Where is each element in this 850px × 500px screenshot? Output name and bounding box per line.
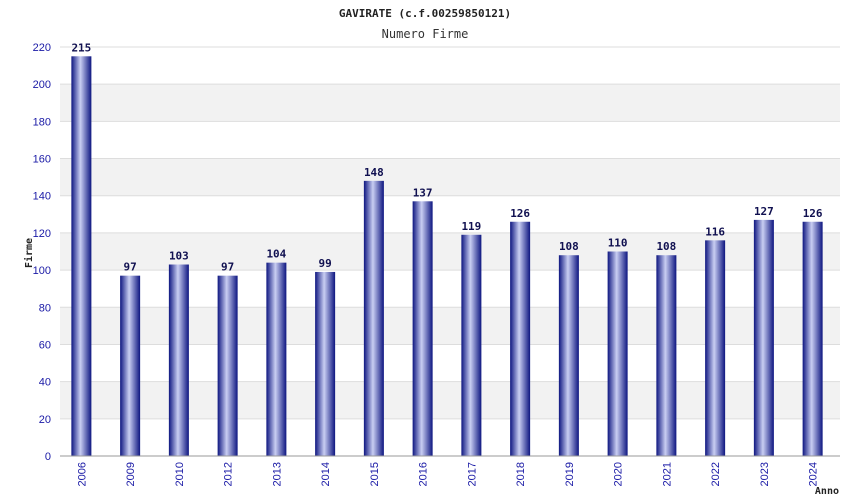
grid-band <box>60 84 840 122</box>
bar <box>266 262 287 456</box>
x-tick-label: 2024 <box>808 462 820 486</box>
value-label: 103 <box>169 250 189 263</box>
value-label: 127 <box>754 205 774 218</box>
y-tick-label: 180 <box>33 116 51 128</box>
value-label: 104 <box>266 248 286 261</box>
value-label: 215 <box>71 41 91 54</box>
x-tick-label: 2022 <box>710 462 722 486</box>
value-labels: 215 97 103 97 104 99 148 137 119 126 108 110 108 116 1… <box>71 41 822 273</box>
y-tick-label: 20 <box>39 414 51 426</box>
y-tick-label: 200 <box>33 79 51 91</box>
chart-subtitle: Numero Firme <box>382 27 469 41</box>
x-tick-label: 2017 <box>466 462 478 486</box>
value-label: 137 <box>413 186 433 199</box>
x-axis-ticks: 2006 2009 2010 2012 2013 2014 2015 2016 2017 2018… <box>76 462 819 486</box>
x-tick-label: 2016 <box>418 462 430 486</box>
y-tick-label: 100 <box>33 265 51 277</box>
x-tick-label: 2023 <box>759 462 771 486</box>
value-label: 126 <box>510 207 530 220</box>
x-tick-label: 2009 <box>125 462 137 486</box>
bar <box>412 201 433 456</box>
y-axis-label: Firme <box>23 238 35 268</box>
value-label: 97 <box>221 261 234 274</box>
y-tick-label: 60 <box>39 339 51 351</box>
x-tick-label: 2019 <box>564 462 576 486</box>
x-tick-label: 2021 <box>661 462 673 486</box>
x-tick-label: 2013 <box>271 462 283 486</box>
bar <box>656 255 677 456</box>
bars <box>71 56 823 456</box>
y-axis-ticks: 0 20 40 60 80 100 120 140 160 180 200 220 <box>33 42 51 463</box>
x-tick-label: 2012 <box>223 462 235 486</box>
y-tick-label: 160 <box>33 154 51 166</box>
bar <box>71 56 92 456</box>
x-tick-label: 2015 <box>369 462 381 486</box>
bar <box>168 264 189 456</box>
value-label: 148 <box>364 166 384 179</box>
bar <box>315 271 336 456</box>
bar <box>802 221 823 456</box>
bar <box>363 180 384 456</box>
grid-band <box>60 158 840 196</box>
y-tick-label: 120 <box>33 228 51 240</box>
x-tick-label: 2006 <box>76 462 88 486</box>
value-label: 126 <box>803 207 823 220</box>
x-tick-label: 2020 <box>613 462 625 486</box>
bar <box>217 275 238 456</box>
x-tick-label: 2014 <box>320 462 332 486</box>
value-label: 119 <box>461 220 481 233</box>
y-tick-label: 80 <box>39 302 51 314</box>
y-tick-label: 220 <box>33 42 51 54</box>
bar <box>120 275 141 456</box>
bar <box>753 219 774 456</box>
chart-title: GAVIRATE (c.f.00259850121) <box>339 7 511 20</box>
bar <box>461 234 482 456</box>
bar <box>558 255 579 456</box>
x-tick-label: 2018 <box>515 462 527 486</box>
y-tick-label: 40 <box>39 377 51 389</box>
bar <box>607 251 628 456</box>
bar <box>705 240 726 456</box>
gridlines <box>60 46 840 457</box>
y-tick-label: 0 <box>45 451 51 463</box>
value-label: 108 <box>656 240 676 253</box>
value-label: 99 <box>319 257 332 270</box>
value-label: 108 <box>559 240 579 253</box>
value-label: 97 <box>124 261 137 274</box>
bar <box>510 221 531 456</box>
value-label: 110 <box>608 237 628 250</box>
x-axis-label: Anno <box>815 486 839 497</box>
x-tick-label: 2010 <box>174 462 186 486</box>
y-tick-label: 140 <box>33 191 51 203</box>
value-label: 116 <box>705 225 725 238</box>
